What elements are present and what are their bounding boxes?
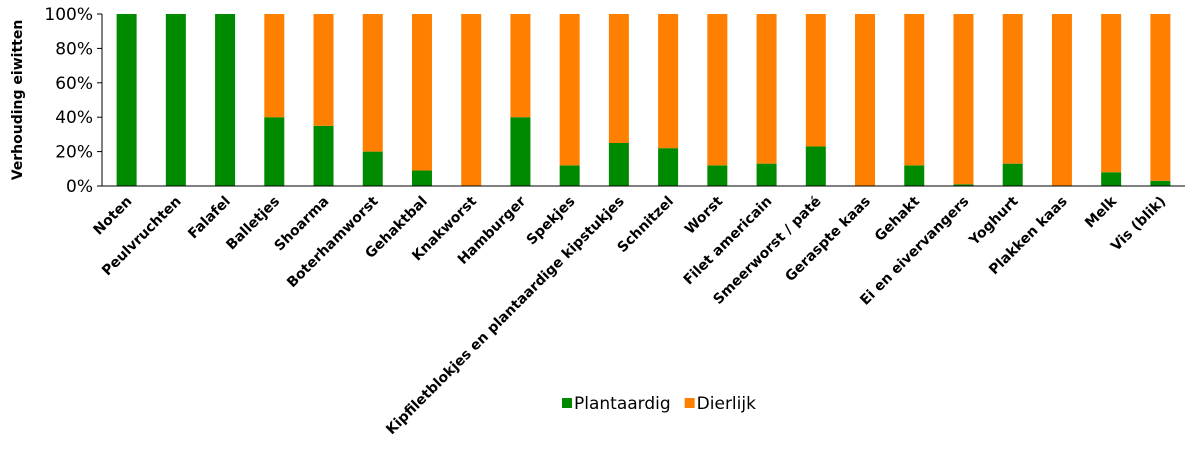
- bar-segment-dierlijk: [855, 14, 876, 186]
- legend: Plantaardig Dierlijk: [562, 394, 756, 414]
- bar-segment-dierlijk: [707, 14, 728, 166]
- bar-segment-dierlijk: [510, 14, 531, 118]
- bar-segment-dierlijk: [411, 14, 432, 171]
- y-tick-label: 0%: [66, 177, 93, 197]
- x-tick-label: Filet americain: [681, 194, 776, 289]
- x-tick-label: Noten: [91, 194, 136, 239]
- bar-segment-plantaardig: [264, 117, 285, 186]
- bar-segment-plantaardig: [165, 14, 186, 186]
- y-tick-label: 20%: [55, 143, 93, 163]
- x-tick-label: Geraspte kaas: [782, 194, 873, 285]
- bar-segment-dierlijk: [1150, 14, 1171, 181]
- bar-segment-dierlijk: [608, 14, 629, 143]
- bar-segment-plantaardig: [313, 125, 334, 186]
- bar-segment-plantaardig: [1150, 180, 1171, 186]
- bar-segment-plantaardig: [608, 143, 629, 186]
- y-tick-label: 60%: [55, 74, 93, 94]
- bar-segment-plantaardig: [658, 148, 679, 186]
- bar-segment-plantaardig: [215, 14, 236, 186]
- bar-segment-dierlijk: [805, 14, 826, 147]
- y-tick-label: 80%: [55, 39, 93, 59]
- bar-segment-dierlijk: [904, 14, 925, 166]
- bar-segment-plantaardig: [904, 165, 925, 186]
- bar-segment-dierlijk: [264, 14, 285, 118]
- bar-segment-plantaardig: [116, 14, 137, 186]
- legend-swatch: [684, 398, 695, 408]
- x-tick-label: Falafel: [185, 194, 234, 243]
- bar-segment-plantaardig: [953, 184, 974, 186]
- bar-segment-plantaardig: [510, 117, 531, 186]
- bar-segment-plantaardig: [1101, 172, 1122, 186]
- x-tick-label: Melk: [1082, 193, 1120, 231]
- bar-segment-plantaardig: [756, 163, 777, 186]
- legend-label: Dierlijk: [697, 394, 756, 414]
- y-tick-label: 100%: [44, 5, 93, 25]
- y-tick-label: 40%: [55, 108, 93, 128]
- x-tick-label: Worst: [682, 193, 726, 237]
- bars: [116, 14, 1171, 186]
- bar-segment-dierlijk: [756, 14, 777, 164]
- bar-segment-dierlijk: [313, 14, 334, 126]
- x-tick-label: Gehakt: [872, 193, 923, 244]
- bar-segment-dierlijk: [658, 14, 679, 149]
- bar-segment-dierlijk: [1101, 14, 1122, 173]
- y-axis-label: Verhouding eiwitten: [10, 20, 26, 181]
- bar-segment-plantaardig: [805, 146, 826, 186]
- bar-segment-dierlijk: [362, 14, 383, 152]
- legend-swatch: [562, 398, 572, 408]
- legend-label: Plantaardig: [574, 394, 671, 414]
- y-axis: 0% 20% 40% 60% 80% 100%: [44, 5, 103, 197]
- bar-segment-plantaardig: [1002, 163, 1023, 186]
- bar-segment-plantaardig: [362, 151, 383, 186]
- bar-segment-plantaardig: [707, 165, 728, 186]
- bar-segment-plantaardig: [411, 170, 432, 186]
- bar-segment-dierlijk: [461, 14, 482, 186]
- bar-segment-dierlijk: [559, 14, 580, 166]
- bar-segment-dierlijk: [1051, 14, 1072, 186]
- bar-segment-dierlijk: [1002, 14, 1023, 164]
- x-tick-label: Boterhamworst: [284, 193, 382, 291]
- bar-segment-dierlijk: [953, 14, 974, 185]
- bar-segment-plantaardig: [559, 165, 580, 186]
